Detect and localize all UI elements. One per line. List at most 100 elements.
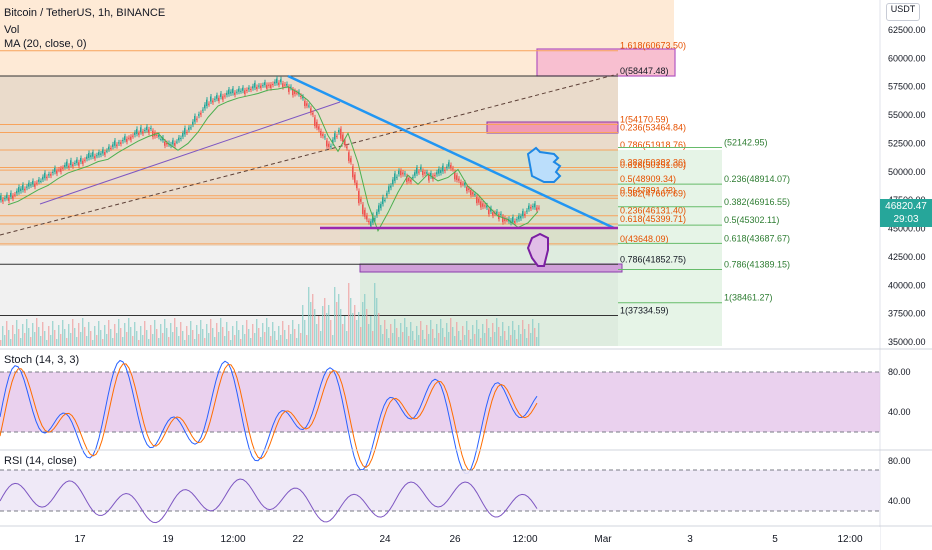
fib-level-label: 0.618(50151.00)	[620, 160, 686, 170]
volume-bar	[480, 338, 482, 346]
stoch-tick-label: 80.00	[888, 367, 911, 377]
volume-bar	[288, 325, 290, 346]
volume-bar	[76, 337, 78, 346]
volume-bar	[222, 327, 224, 346]
candle-body	[160, 138, 162, 140]
target-box[interactable]	[536, 48, 676, 77]
volume-bar	[122, 337, 124, 346]
candle-body	[204, 104, 206, 109]
candle-body	[410, 179, 412, 182]
price-tick-label: 50000.00	[888, 167, 926, 177]
fib-level-label: 0.236(53464.84)	[620, 123, 686, 133]
volume-bar	[92, 340, 94, 346]
volume-bar	[512, 321, 514, 346]
volume-bar	[324, 298, 326, 346]
price-axis[interactable]	[880, 0, 932, 550]
candle-body	[46, 176, 48, 179]
candle-body	[162, 137, 164, 141]
volume-bar	[318, 316, 320, 346]
volume-bar	[0, 340, 2, 346]
last-price-badge: 46820.47 29:03	[880, 199, 932, 227]
purple-ray[interactable]	[39, 101, 341, 205]
volume-bar	[296, 338, 298, 346]
candle-body	[42, 176, 44, 180]
candle-body	[460, 182, 462, 185]
volume-bar	[94, 326, 96, 346]
currency-badge[interactable]: USDT	[886, 3, 920, 21]
fib-right-label: 0.618(43687.67)	[724, 233, 790, 243]
candle-body	[316, 121, 318, 128]
candle-body	[144, 130, 146, 132]
volume-bar	[274, 331, 276, 346]
fib-level-label: 0.236(46131.40)	[620, 206, 686, 216]
support-box[interactable]	[359, 263, 623, 273]
candle-body	[274, 81, 276, 84]
candle-body	[276, 78, 278, 84]
time-axis-ticks: 17 19 12:00 22 24 26 12:00 Mar 3 5 12:00	[74, 534, 863, 545]
volume-bar	[212, 328, 214, 346]
volume-bar	[102, 339, 104, 346]
volume-bar	[394, 319, 396, 346]
candle-body	[284, 84, 286, 86]
candle-body	[4, 198, 6, 200]
volume-bar	[140, 326, 142, 346]
candle-body	[450, 165, 452, 169]
candle-body	[192, 121, 194, 125]
volume-bar	[346, 331, 348, 346]
volume-bar	[226, 322, 228, 346]
candle-body	[292, 89, 294, 96]
candle-body	[44, 172, 46, 179]
volume-bar	[424, 339, 426, 346]
stoch-label: Stoch (14, 3, 3)	[4, 354, 80, 366]
time-tick-label: 19	[162, 534, 174, 545]
volume-bar	[510, 335, 512, 346]
volume-bar	[266, 318, 268, 346]
fib-level-label: 1(54170.59)	[620, 115, 669, 125]
resistance-box[interactable]	[486, 121, 619, 134]
volume-bar	[50, 335, 52, 346]
candle-body	[212, 100, 214, 103]
volume-bar	[314, 309, 316, 346]
candle-body	[376, 211, 378, 216]
volume-bar	[98, 321, 100, 346]
volume-bar	[340, 309, 342, 346]
candle-body	[306, 103, 308, 106]
volume-bar	[150, 325, 152, 346]
dashed-trend-line[interactable]	[0, 73, 619, 236]
candle-body	[260, 85, 262, 89]
volume-bar	[436, 324, 438, 346]
volume-bar	[252, 324, 254, 346]
candle-body	[420, 166, 422, 170]
volume-bar	[280, 335, 282, 346]
downtrend-line[interactable]	[287, 74, 615, 230]
candle-body	[142, 131, 144, 134]
volume-bar	[178, 336, 180, 346]
volume-bar	[146, 330, 148, 346]
volume-bar	[256, 319, 258, 346]
candle-body	[394, 173, 396, 181]
volume-bar	[262, 323, 264, 346]
volume-bar	[202, 329, 204, 346]
volume-bar	[406, 327, 408, 346]
volume-bar	[32, 323, 34, 346]
time-axis[interactable]	[0, 527, 880, 550]
volume-bar	[198, 334, 200, 346]
candle-body	[20, 188, 22, 192]
candle-body	[490, 208, 492, 212]
volume-bar	[426, 325, 428, 346]
volume-bar	[302, 305, 304, 346]
candle-body	[430, 172, 432, 177]
candle-body	[82, 160, 84, 164]
volume-bar	[250, 338, 252, 346]
volume-bar	[236, 321, 238, 346]
candle-body	[360, 199, 362, 202]
candle-body	[222, 96, 224, 100]
candle-body	[340, 128, 342, 139]
volume-bar	[124, 323, 126, 346]
candle-body	[238, 88, 240, 92]
volume-bar	[386, 329, 388, 346]
candle-body	[478, 199, 480, 203]
candle-body	[240, 90, 242, 92]
volume-bar	[14, 334, 16, 346]
